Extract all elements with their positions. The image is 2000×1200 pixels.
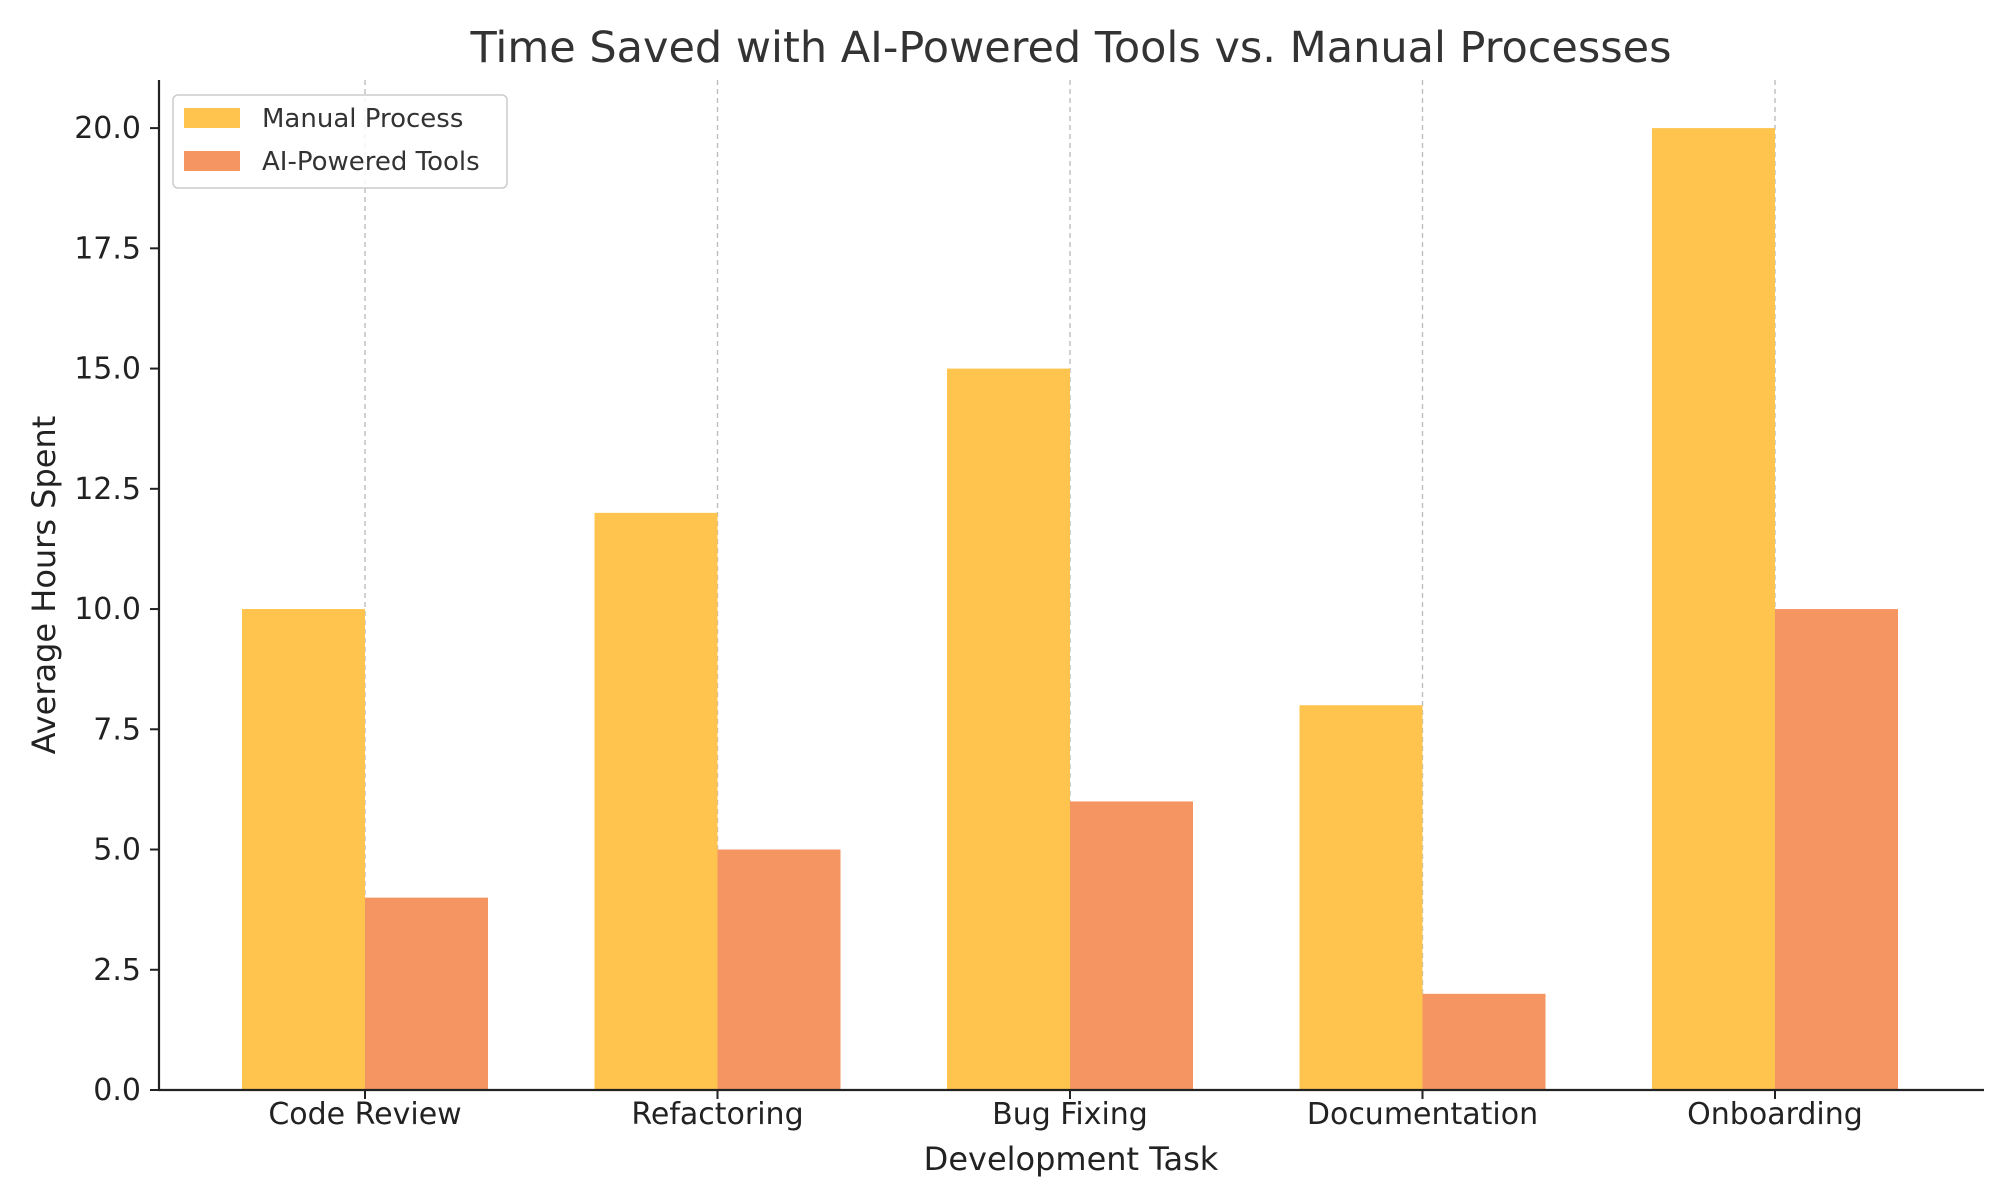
y-tick-label: 2.5 [93, 953, 141, 988]
bar-manual-process-refactoring [594, 512, 718, 1090]
bar-ai-powered-tools-onboarding [1775, 609, 1898, 1090]
legend-label-manual-process: Manual Process [262, 104, 463, 134]
legend-frame [172, 94, 508, 189]
y-axis-label: Average Hours Spent [25, 416, 63, 755]
bar-ai-powered-tools-code-review [365, 897, 488, 1090]
y-tick-label: 7.5 [93, 712, 141, 747]
y-tick-label: 10.0 [74, 592, 141, 627]
x-tick-label-onboarding: Onboarding [1687, 1097, 1863, 1132]
x-ticks: Code Review Refactoring Bug Fixing Document… [268, 1090, 1863, 1132]
bar-ai-powered-tools-refactoring [717, 849, 841, 1090]
bar-manual-process-bug-fixing [947, 368, 1070, 1091]
bar-ai-powered-tools-documentation [1422, 993, 1546, 1090]
x-tick-label-code-review: Code Review [268, 1097, 461, 1132]
legend-swatch-manual-process [184, 108, 240, 128]
x-tick-label-refactoring: Refactoring [631, 1097, 803, 1132]
y-tick-label: 17.5 [74, 231, 141, 266]
bar-manual-process-onboarding [1652, 128, 1775, 1091]
legend: Manual Process AI-Powered Tools [172, 94, 508, 189]
legend-swatch-ai-powered-tools [184, 151, 240, 171]
bar-manual-process-code-review [242, 609, 365, 1090]
y-tick-label: 20.0 [74, 111, 141, 146]
bar-ai-powered-tools-bug-fixing [1070, 801, 1193, 1090]
x-tick-label-documentation: Documentation [1307, 1097, 1538, 1132]
chart-title: Time Saved with AI-Powered Tools vs. Man… [469, 23, 1671, 73]
y-tick-label: 5.0 [93, 833, 141, 868]
legend-label-ai-powered-tools: AI-Powered Tools [262, 147, 480, 177]
y-tick-label: 15.0 [74, 352, 141, 387]
y-tick-label: 12.5 [74, 472, 141, 507]
y-tick-label: 0.0 [93, 1073, 141, 1108]
bar-manual-process-documentation [1299, 705, 1423, 1090]
x-tick-label-bug-fixing: Bug Fixing [992, 1097, 1148, 1132]
x-axis-label: Development Task [924, 1140, 1219, 1178]
bars [242, 128, 1898, 1091]
y-ticks: 0.0 2.5 5.0 7.5 10.0 12.5 15.0 17.5 20.0 [74, 111, 159, 1108]
